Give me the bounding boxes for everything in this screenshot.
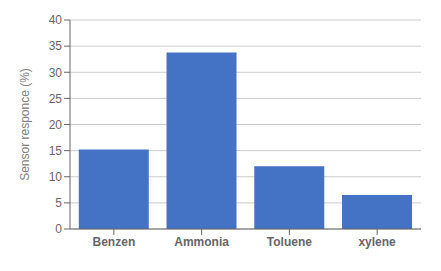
svg-text:30: 30 bbox=[49, 66, 63, 80]
svg-text:0: 0 bbox=[55, 222, 62, 236]
svg-text:20: 20 bbox=[49, 118, 63, 132]
svg-text:Sensor responce (%): Sensor responce (%) bbox=[18, 68, 32, 181]
svg-text:10: 10 bbox=[49, 170, 63, 184]
svg-text:Benzen: Benzen bbox=[93, 235, 136, 249]
svg-text:25: 25 bbox=[49, 92, 63, 106]
svg-text:40: 40 bbox=[49, 13, 63, 27]
svg-text:xylene: xylene bbox=[358, 235, 396, 249]
svg-text:15: 15 bbox=[49, 144, 63, 158]
svg-text:Toluene: Toluene bbox=[267, 235, 312, 249]
svg-text:35: 35 bbox=[49, 39, 63, 53]
svg-text:5: 5 bbox=[55, 196, 62, 210]
svg-text:Ammonia: Ammonia bbox=[174, 235, 229, 249]
